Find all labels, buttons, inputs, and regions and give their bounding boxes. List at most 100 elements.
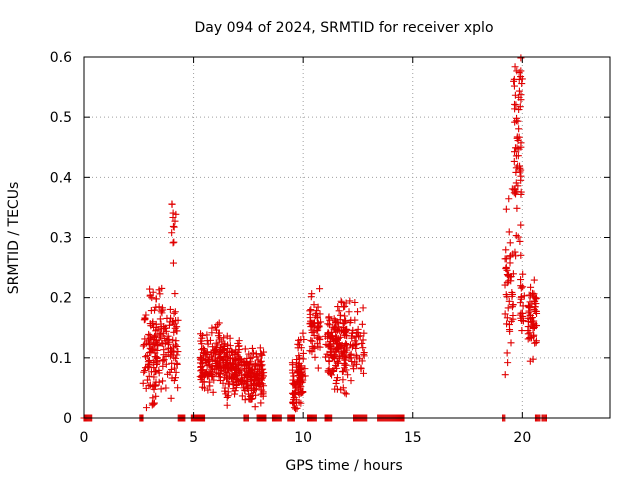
data-point	[359, 336, 367, 344]
data-point	[147, 348, 155, 356]
data-point	[145, 330, 153, 338]
data-point	[356, 332, 364, 340]
data-point	[340, 303, 348, 311]
data-point	[232, 376, 240, 384]
data-point	[337, 297, 345, 305]
data-point	[153, 360, 161, 368]
data-point	[351, 337, 359, 345]
data-point	[151, 333, 159, 341]
data-point	[299, 329, 307, 337]
data-point	[225, 380, 233, 388]
x-tick-label: 10	[294, 430, 312, 446]
data-points	[80, 54, 550, 422]
data-point	[327, 332, 335, 340]
data-point	[157, 307, 165, 315]
data-point	[525, 318, 533, 326]
data-point	[209, 388, 217, 396]
data-point	[360, 350, 368, 358]
data-point	[333, 364, 341, 372]
data-point	[297, 336, 305, 344]
data-point	[507, 339, 515, 347]
data-point	[226, 334, 234, 342]
data-point	[156, 331, 164, 339]
data-point	[254, 356, 262, 364]
data-point	[517, 176, 525, 184]
data-point	[234, 339, 242, 347]
data-point	[515, 68, 523, 76]
data-point	[515, 125, 523, 133]
data-point	[510, 157, 518, 165]
data-point	[345, 308, 353, 316]
data-point	[172, 354, 180, 362]
data-point	[334, 303, 342, 311]
data-point	[505, 321, 513, 329]
data-point	[146, 292, 154, 300]
data-point	[502, 255, 510, 263]
data-point	[517, 190, 525, 198]
data-point	[511, 63, 519, 71]
data-point	[358, 320, 366, 328]
data-point	[519, 270, 527, 278]
data-point	[161, 339, 169, 347]
data-point	[502, 205, 510, 213]
data-point	[201, 370, 209, 378]
data-point	[147, 322, 155, 330]
data-point	[145, 372, 153, 380]
data-point	[158, 304, 166, 312]
data-point	[513, 134, 521, 142]
data-point	[299, 378, 307, 386]
data-point	[251, 373, 259, 381]
data-point	[141, 335, 149, 343]
data-point	[259, 365, 267, 373]
data-point	[197, 372, 205, 380]
data-point	[506, 327, 514, 335]
data-point	[164, 370, 172, 378]
data-point	[224, 345, 232, 353]
data-point	[295, 341, 303, 349]
data-point	[148, 294, 156, 302]
data-point	[219, 379, 227, 387]
data-point	[334, 343, 342, 351]
data-point	[358, 339, 366, 347]
data-point	[291, 380, 299, 388]
data-point	[509, 315, 517, 323]
data-point	[532, 307, 540, 315]
data-point	[149, 288, 157, 296]
data-point	[203, 362, 211, 370]
data-point	[203, 355, 211, 363]
data-point	[308, 348, 316, 356]
data-point	[170, 320, 178, 328]
data-point	[202, 357, 210, 365]
data-point	[511, 186, 519, 194]
data-point	[238, 392, 246, 400]
data-point	[517, 316, 525, 324]
data-point	[172, 316, 180, 324]
data-point	[295, 352, 303, 360]
data-point	[218, 338, 226, 346]
data-point	[210, 376, 218, 384]
data-point	[253, 353, 261, 361]
data-point	[297, 362, 305, 370]
data-point	[342, 390, 350, 398]
data-point	[219, 342, 227, 350]
x-tick-label: 5	[189, 430, 198, 446]
data-point	[221, 384, 229, 392]
data-point	[353, 328, 361, 336]
data-point	[517, 295, 525, 303]
data-point	[311, 353, 319, 361]
data-point	[323, 350, 331, 358]
data-point	[172, 368, 180, 376]
data-point	[358, 357, 366, 365]
data-point	[142, 311, 150, 319]
data-point	[506, 259, 514, 267]
data-point	[198, 383, 206, 391]
data-point	[139, 342, 147, 350]
data-point	[508, 303, 516, 311]
data-point	[257, 390, 265, 398]
data-point	[250, 380, 258, 388]
data-point	[519, 283, 527, 291]
y-tick-label: 0.4	[50, 170, 72, 186]
data-point	[208, 373, 216, 381]
data-point	[248, 366, 256, 374]
